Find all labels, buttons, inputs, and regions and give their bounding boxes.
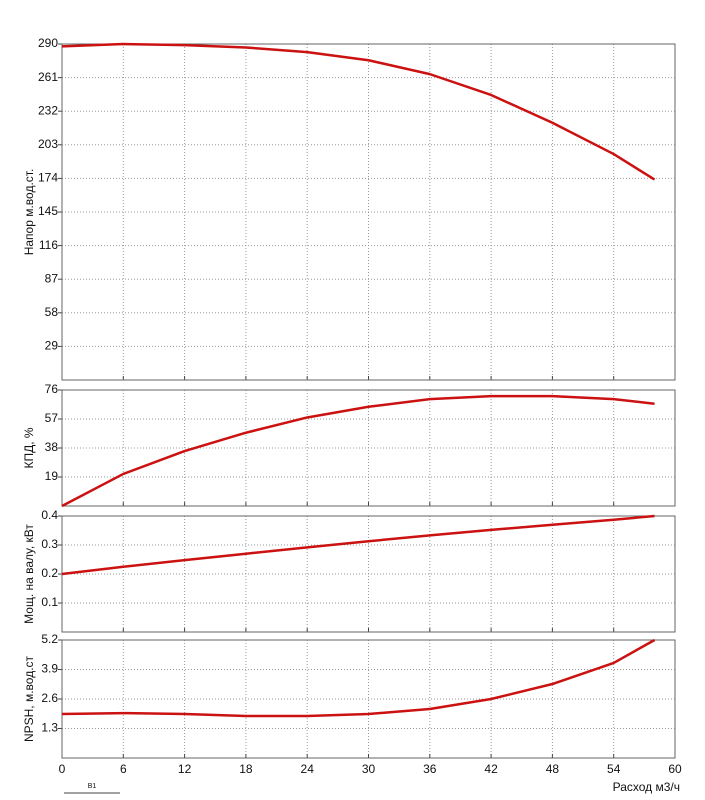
y-tick-label: 116: [39, 238, 58, 252]
y-tick-label: 232: [38, 103, 58, 117]
annotation: В1: [88, 783, 97, 790]
y-tick-label: 57: [45, 411, 59, 425]
y-tick-label: 19: [45, 469, 59, 483]
x-tick-label: 24: [301, 762, 315, 776]
y-axis-label: Напор м.вод.ст.: [22, 169, 36, 256]
plot-frame: [61, 639, 676, 759]
curve: [61, 394, 655, 508]
x-tick-label: 30: [362, 762, 376, 776]
plot-frame: [61, 43, 676, 381]
y-tick-label: 5.2: [41, 632, 58, 646]
y-axis-label: NPSH, м.вод.ст: [22, 655, 36, 742]
y-tick-label: 38: [45, 440, 59, 454]
curve: [61, 638, 656, 718]
x-tick-label: 60: [668, 762, 682, 776]
y-tick-label: 1.3: [41, 721, 58, 735]
x-tick-label: 6: [120, 762, 127, 776]
plot-frame: [61, 389, 676, 507]
y-tick-label: 0.1: [41, 595, 58, 609]
x-tick-label: 12: [178, 762, 192, 776]
curve: [61, 514, 655, 576]
x-tick-label: 18: [239, 762, 253, 776]
y-tick-label: 0.3: [41, 537, 58, 551]
y-tick-label: 87: [45, 271, 59, 285]
x-tick-label: 48: [546, 762, 560, 776]
curve: [61, 42, 656, 181]
x-axis-label: Расход м3/ч: [613, 780, 680, 794]
y-tick-label: 3.9: [41, 662, 58, 676]
y-tick-label: 2.6: [41, 691, 58, 705]
y-tick-label: 76: [45, 382, 59, 396]
y-tick-label: 261: [38, 70, 58, 84]
x-tick-label: 54: [607, 762, 621, 776]
y-tick-label: 203: [38, 137, 58, 151]
x-tick-label: 0: [59, 762, 66, 776]
y-axis-label: Мощ. на валу, кВт: [22, 524, 36, 624]
y-tick-label: 0.2: [41, 566, 58, 580]
y-tick-label: 174: [38, 171, 58, 185]
y-tick-label: 290: [38, 36, 58, 50]
y-axis-label: КПД, %: [22, 427, 36, 468]
y-tick-label: 58: [45, 305, 59, 319]
x-tick-label: 36: [423, 762, 437, 776]
y-tick-label: 0.4: [41, 508, 58, 522]
x-tick-label: 42: [484, 762, 498, 776]
y-tick-label: 29: [45, 339, 59, 353]
y-tick-label: 145: [38, 204, 58, 218]
